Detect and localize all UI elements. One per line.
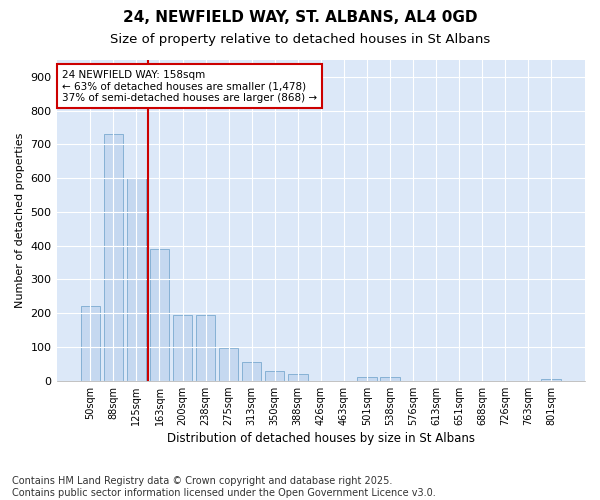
Bar [196, 315, 215, 380]
Y-axis label: Number of detached properties: Number of detached properties [15, 132, 25, 308]
Bar [149, 249, 169, 380]
Bar [265, 370, 284, 380]
Bar [288, 374, 308, 380]
Text: Contains HM Land Registry data © Crown copyright and database right 2025.
Contai: Contains HM Land Registry data © Crown c… [12, 476, 436, 498]
Bar [127, 178, 146, 380]
Bar [541, 379, 561, 380]
Bar [104, 134, 123, 380]
Bar [219, 348, 238, 380]
Text: 24 NEWFIELD WAY: 158sqm
← 63% of detached houses are smaller (1,478)
37% of semi: 24 NEWFIELD WAY: 158sqm ← 63% of detache… [62, 70, 317, 103]
Bar [242, 362, 262, 380]
Bar [380, 378, 400, 380]
Bar [173, 315, 193, 380]
Text: 24, NEWFIELD WAY, ST. ALBANS, AL4 0GD: 24, NEWFIELD WAY, ST. ALBANS, AL4 0GD [123, 10, 477, 25]
X-axis label: Distribution of detached houses by size in St Albans: Distribution of detached houses by size … [167, 432, 475, 445]
Bar [80, 306, 100, 380]
Text: Size of property relative to detached houses in St Albans: Size of property relative to detached ho… [110, 32, 490, 46]
Bar [357, 376, 377, 380]
